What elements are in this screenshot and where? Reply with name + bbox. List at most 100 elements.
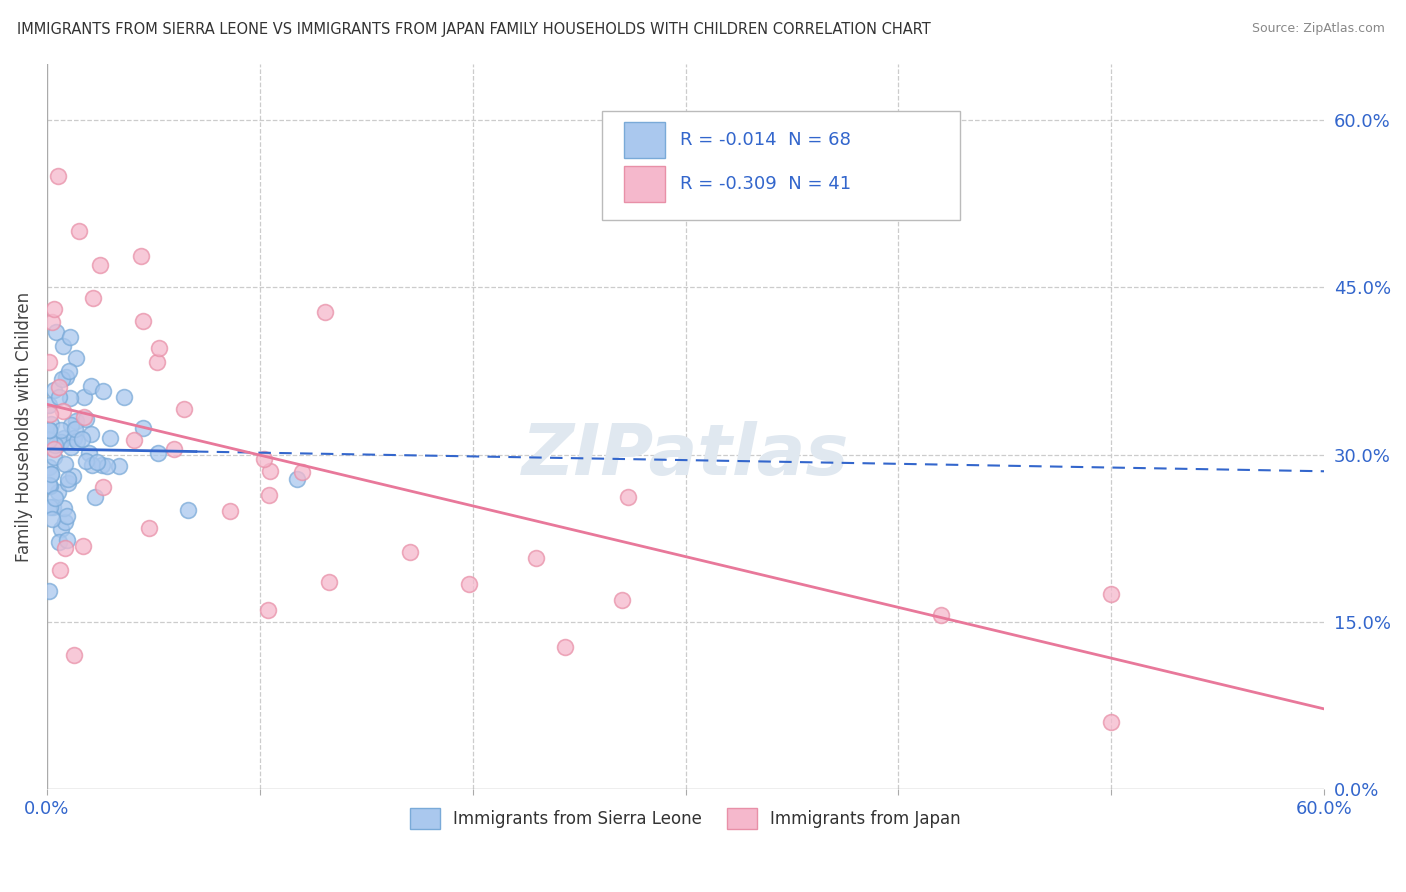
Point xyxy=(38,424,60,438)
Point xyxy=(90,458,112,473)
Point xyxy=(59,440,82,454)
Point xyxy=(75,411,97,425)
Point xyxy=(38,355,60,369)
Point xyxy=(58,364,80,378)
Point xyxy=(63,422,86,436)
Point xyxy=(1099,715,1122,730)
Bar xyxy=(624,166,665,202)
Point xyxy=(131,420,153,434)
Point xyxy=(65,434,87,448)
Point xyxy=(41,417,63,432)
Point xyxy=(82,291,104,305)
Point xyxy=(59,329,82,343)
Point xyxy=(148,341,170,355)
FancyBboxPatch shape xyxy=(603,112,960,220)
Point xyxy=(56,476,79,491)
Point xyxy=(163,442,186,456)
Point xyxy=(46,169,69,183)
Point xyxy=(63,431,86,445)
Point xyxy=(48,390,70,404)
Point xyxy=(38,398,60,412)
Point xyxy=(49,423,72,437)
Point xyxy=(38,434,60,448)
Point xyxy=(52,339,75,353)
Point xyxy=(108,458,131,473)
Point xyxy=(53,457,76,471)
Point xyxy=(256,603,278,617)
Legend: Immigrants from Sierra Leone, Immigrants from Japan: Immigrants from Sierra Leone, Immigrants… xyxy=(404,802,967,835)
Point xyxy=(146,446,169,460)
Point xyxy=(42,450,65,464)
Point xyxy=(112,390,135,404)
Point xyxy=(39,479,62,493)
Point xyxy=(554,640,576,654)
Point xyxy=(62,468,84,483)
Point xyxy=(58,391,80,405)
Point xyxy=(257,488,280,502)
Point xyxy=(39,500,62,515)
Point xyxy=(219,504,242,518)
Point xyxy=(48,380,70,394)
Point xyxy=(56,472,79,486)
Point xyxy=(55,370,77,384)
Point xyxy=(173,401,195,416)
Point xyxy=(41,467,63,481)
Text: ZIPatlas: ZIPatlas xyxy=(522,421,849,490)
Point xyxy=(146,354,169,368)
Point xyxy=(84,491,107,505)
Point xyxy=(38,460,60,475)
Point xyxy=(1099,586,1122,600)
Point xyxy=(291,465,314,479)
Point xyxy=(73,390,96,404)
Point xyxy=(67,224,90,238)
Point xyxy=(42,500,65,514)
Point xyxy=(89,258,111,272)
Point xyxy=(44,438,66,452)
Point xyxy=(65,414,87,428)
Point xyxy=(51,372,73,386)
Point xyxy=(72,432,94,446)
Point xyxy=(48,436,70,450)
Y-axis label: Family Households with Children: Family Households with Children xyxy=(15,292,32,562)
Point xyxy=(138,521,160,535)
Point xyxy=(610,593,633,607)
Point xyxy=(44,491,66,506)
Point xyxy=(131,313,153,327)
Point xyxy=(38,583,60,598)
Point xyxy=(51,404,73,418)
Point xyxy=(49,435,72,450)
Point xyxy=(48,535,70,549)
Text: IMMIGRANTS FROM SIERRA LEONE VS IMMIGRANTS FROM JAPAN FAMILY HOUSEHOLDS WITH CHI: IMMIGRANTS FROM SIERRA LEONE VS IMMIGRAN… xyxy=(17,22,931,37)
Text: Source: ZipAtlas.com: Source: ZipAtlas.com xyxy=(1251,22,1385,36)
Point xyxy=(72,539,94,553)
Point xyxy=(42,442,65,456)
Point xyxy=(318,575,340,590)
Point xyxy=(62,648,84,662)
Point xyxy=(49,563,72,577)
Point xyxy=(285,472,308,486)
Point xyxy=(53,431,76,445)
Point xyxy=(96,458,118,473)
Point xyxy=(77,446,100,460)
Point xyxy=(60,418,83,433)
Point xyxy=(929,607,952,622)
Point xyxy=(39,407,62,421)
Point xyxy=(65,351,87,366)
Point xyxy=(73,410,96,425)
Point xyxy=(56,533,79,548)
Point xyxy=(93,384,115,398)
Point xyxy=(39,467,62,481)
Bar xyxy=(624,122,665,159)
Point xyxy=(75,454,97,468)
Text: R = -0.014  N = 68: R = -0.014 N = 68 xyxy=(681,131,851,149)
Point xyxy=(44,383,66,397)
Point xyxy=(42,301,65,316)
Point xyxy=(82,458,104,472)
Point xyxy=(80,426,103,441)
Point xyxy=(259,464,281,478)
Point xyxy=(98,431,121,445)
Text: R = -0.309  N = 41: R = -0.309 N = 41 xyxy=(681,175,852,193)
Point xyxy=(46,484,69,499)
Point xyxy=(91,480,114,494)
Point xyxy=(53,515,76,529)
